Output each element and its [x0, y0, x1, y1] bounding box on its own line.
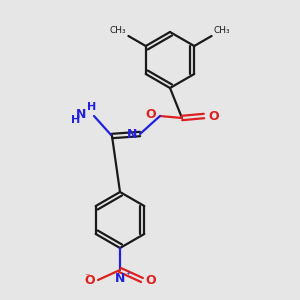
Text: CH₃: CH₃: [110, 26, 126, 35]
Text: O: O: [84, 274, 95, 286]
Text: O: O: [145, 274, 156, 286]
Text: H: H: [87, 102, 97, 112]
Text: O: O: [146, 109, 156, 122]
Text: CH₃: CH₃: [214, 26, 230, 35]
Text: N: N: [115, 272, 125, 285]
Text: ⁺: ⁺: [125, 271, 130, 281]
Text: ⁻: ⁻: [84, 272, 89, 282]
Text: N: N: [127, 128, 137, 142]
Text: N: N: [76, 107, 86, 121]
Text: O: O: [208, 110, 219, 122]
Text: H: H: [71, 115, 81, 125]
